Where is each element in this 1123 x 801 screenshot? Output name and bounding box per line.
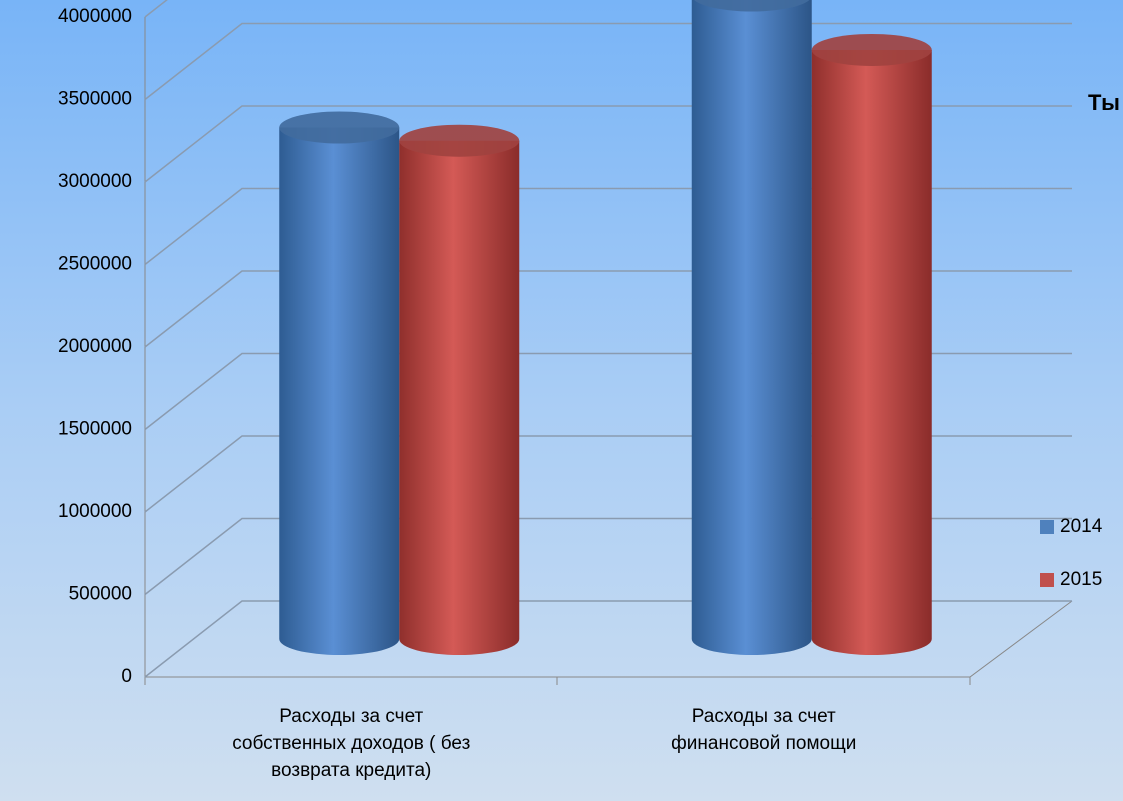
cylinder-top-shade	[811, 33, 932, 66]
y-tick-label: 3500000	[58, 89, 132, 110]
grid-line	[144, 0, 168, 18]
y-tick-label: 4000000	[58, 6, 132, 27]
cylinder-top	[399, 124, 520, 157]
grid-line	[144, 22, 1072, 101]
y-tick-label: 1500000	[58, 419, 132, 440]
x-tick-label: Расходы за счет финансовой помощи	[671, 706, 857, 754]
legend-swatch	[1040, 520, 1054, 534]
cylinder-top-shade	[279, 111, 400, 144]
legend-label: 2015	[1060, 569, 1102, 590]
y-tick-label: 2500000	[58, 254, 132, 275]
y-tick-label: 500000	[69, 584, 132, 605]
legend-label: 2014	[1060, 516, 1103, 537]
cylinder	[691, 0, 812, 655]
y-tick-label: 3000000	[58, 171, 132, 192]
cylinder-body	[399, 140, 520, 655]
cylinder-body	[279, 127, 400, 655]
cylinder-body	[811, 49, 932, 655]
cylinder	[811, 33, 932, 655]
y-tick-label: 1000000	[58, 501, 132, 522]
y-tick-label: 0	[121, 666, 132, 687]
cylinder-top	[694, 0, 810, 12]
cylinder-top-shade	[399, 124, 520, 157]
y-tick-label: 2000000	[58, 336, 132, 357]
cylinder-top	[811, 33, 932, 66]
cylinder-top	[279, 111, 400, 144]
cylinder-body	[691, 0, 812, 655]
annotation: Ты	[1088, 90, 1120, 115]
x-tick-label: Расходы за счет собственных доходов ( бе…	[232, 706, 471, 781]
legend-swatch	[1040, 573, 1054, 587]
cylinder	[279, 111, 400, 655]
cylinder-top-shade	[694, 0, 810, 12]
cylinder	[399, 124, 520, 655]
